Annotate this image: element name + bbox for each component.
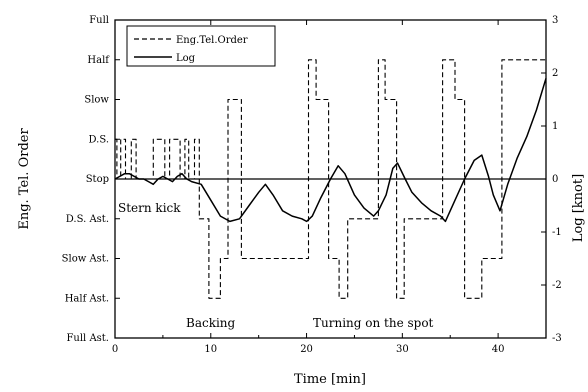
- series-layer: [114, 59, 547, 299]
- left-tick-label: Slow: [84, 95, 109, 106]
- right-tick-label: -3: [552, 333, 562, 344]
- legend-label-eng-tel-order: Eng.Tel.Order: [176, 35, 248, 46]
- left-tick-label: Half: [87, 55, 110, 66]
- right-tick-label: 1: [552, 121, 558, 132]
- x-tick-label: 40: [492, 344, 505, 355]
- left-axis-ticks: Full Ast. Half Ast. Slow Ast. D.S. Ast. Stop…: [62, 15, 120, 344]
- right-tick-label: 0: [552, 174, 558, 185]
- left-tick-label: Stop: [86, 174, 109, 185]
- x-axis-ticks: 0 10 20 30 40: [112, 20, 505, 355]
- left-tick-label: D.S. Ast.: [66, 214, 109, 225]
- annotation-backing: Backing: [186, 316, 236, 330]
- right-tick-label: 2: [552, 68, 558, 79]
- right-tick-label: 3: [552, 15, 558, 26]
- series-line-log: [114, 78, 547, 223]
- left-tick-label: D.S.: [88, 134, 109, 145]
- x-tick-label: 20: [300, 344, 313, 355]
- left-tick-label: Half Ast.: [65, 293, 109, 304]
- x-tick-label: 10: [204, 344, 217, 355]
- left-axis-title: Eng. Tel. Order: [17, 128, 32, 230]
- left-tick-label: Full Ast.: [66, 333, 109, 344]
- right-axis-ticks: -3 -2 -1 0 1 2 3: [541, 15, 562, 344]
- annotation-stern-kick: Stern kick: [118, 201, 181, 215]
- x-axis-title: Time [min]: [294, 372, 366, 387]
- right-tick-label: -1: [552, 227, 562, 238]
- x-tick-label: 0: [112, 344, 118, 355]
- legend-box: [126, 25, 276, 67]
- left-tick-label: Full: [89, 15, 109, 26]
- legend-label-log: Log: [176, 53, 196, 64]
- right-tick-label: -2: [552, 280, 562, 291]
- annotation-turning-on-the-spot: Turning on the spot: [313, 316, 434, 330]
- legend: Eng.Tel.Order Log: [126, 25, 276, 67]
- left-tick-label: Slow Ast.: [62, 254, 109, 265]
- right-axis-title: Log [knot]: [571, 174, 586, 242]
- x-tick-label: 30: [396, 344, 409, 355]
